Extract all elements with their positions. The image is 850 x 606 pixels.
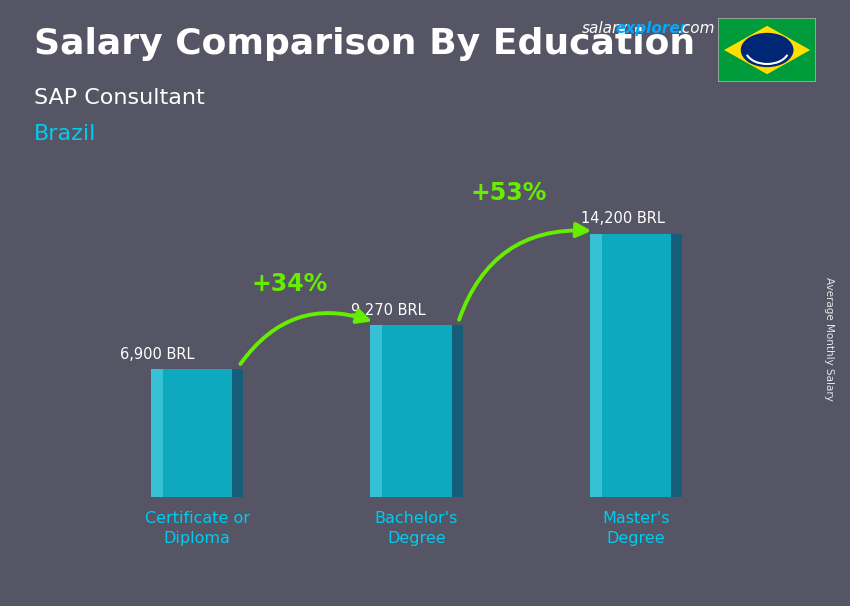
Text: .com: .com	[677, 21, 715, 36]
Polygon shape	[724, 26, 810, 74]
Bar	[451, 325, 462, 497]
Bar	[371, 325, 383, 497]
Text: +53%: +53%	[470, 181, 547, 205]
Text: 14,200 BRL: 14,200 BRL	[581, 211, 665, 226]
Bar	[151, 369, 163, 497]
Text: explorer: explorer	[615, 21, 688, 36]
Text: SAP Consultant: SAP Consultant	[34, 88, 205, 108]
Text: +34%: +34%	[251, 272, 327, 296]
Bar	[590, 234, 602, 497]
Text: 9,270 BRL: 9,270 BRL	[351, 302, 425, 318]
Bar	[371, 325, 451, 497]
Text: 6,900 BRL: 6,900 BRL	[121, 347, 195, 362]
Text: Brazil: Brazil	[34, 124, 96, 144]
Circle shape	[740, 33, 794, 67]
Text: salary: salary	[582, 21, 628, 36]
Bar	[671, 234, 682, 497]
Text: Salary Comparison By Education: Salary Comparison By Education	[34, 27, 695, 61]
Text: Average Monthly Salary: Average Monthly Salary	[824, 278, 834, 401]
Bar	[151, 369, 232, 497]
Bar	[232, 369, 243, 497]
Bar	[590, 234, 671, 497]
